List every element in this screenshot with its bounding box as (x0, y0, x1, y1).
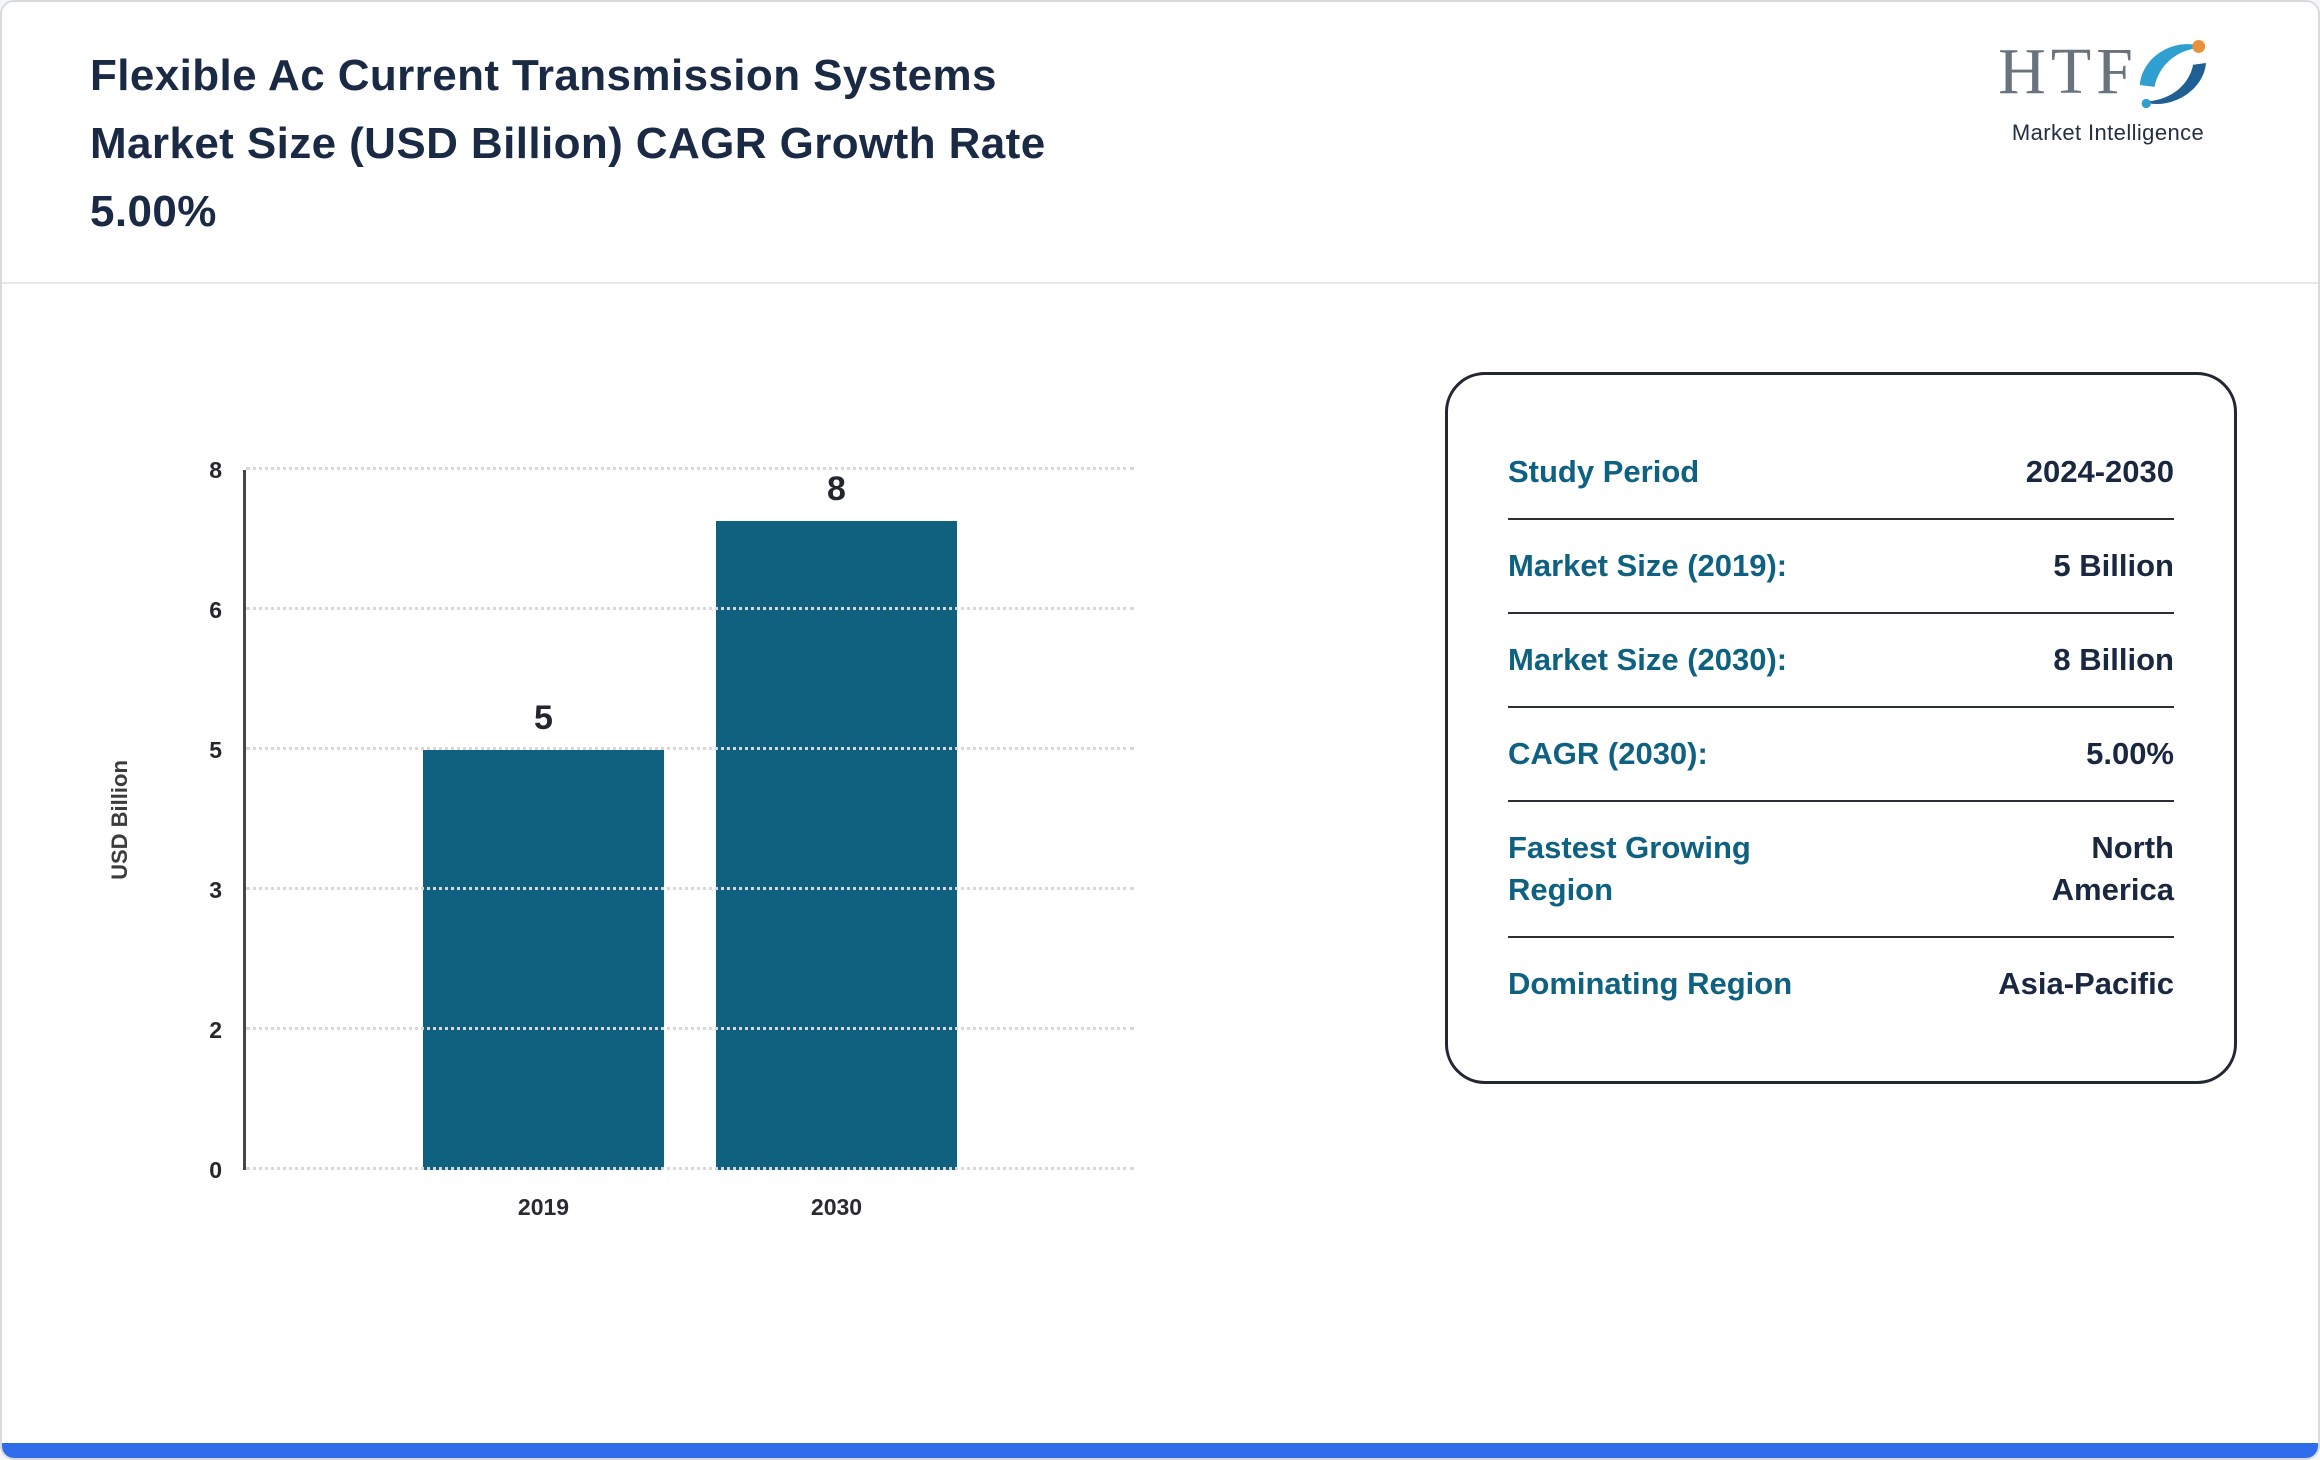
y-axis-line (243, 470, 246, 1170)
y-tick-label: 2 (209, 1017, 222, 1043)
bar-group: 5 (423, 470, 664, 1170)
summary-row: Study Period 2024-2030 (1508, 426, 2174, 520)
y-tick-label: 5 (209, 737, 222, 763)
summary-value: Asia-Pacific (1998, 966, 2174, 1001)
page-title-line-1: Flexible Ac Current Transmission Systems (90, 51, 997, 100)
summary-label: Fastest Growing Region (1508, 830, 1751, 907)
bar-value-label: 5 (534, 699, 553, 737)
y-tick-label: 0 (209, 1157, 222, 1183)
gridline (246, 1027, 1134, 1030)
bar-group: 8 (716, 470, 957, 1170)
summary-value: 2024-2030 (2025, 454, 2174, 489)
htf-swoosh-icon (2139, 39, 2206, 109)
logo-text: HTF (1998, 35, 2138, 108)
x-tick-label: 2030 (810, 1194, 863, 1220)
brand-logo: HTF Market Intelligence (1968, 36, 2248, 146)
logo-subtext: Market Intelligence (2011, 120, 2205, 145)
summary-label: Market Size (2019): (1508, 548, 1788, 583)
summary-label: CAGR (2030): (1508, 736, 1708, 771)
gridline (246, 887, 1134, 890)
footer-accent-bar (2, 1443, 2318, 1458)
bar-value-label: 8 (827, 470, 846, 508)
summary-value: 5.00% (2086, 736, 2174, 771)
summary-row: Market Size (2030): 8 Billion (1508, 614, 2174, 708)
x-labels-row: 2019 2030 (246, 1194, 1134, 1221)
y-tick-label: 3 (209, 877, 222, 903)
bar (423, 750, 664, 1170)
summary-label: Dominating Region (1508, 966, 1793, 1001)
gridline (246, 467, 1134, 470)
summary-value: 8 Billion (2053, 642, 2174, 677)
summary-label: Study Period (1508, 454, 1700, 489)
gridline (246, 1167, 1134, 1170)
y-axis-label: USD Billion (107, 760, 132, 880)
summary-row: Dominating Region Asia-Pacific (1508, 938, 2174, 1030)
summary-value: North America (2051, 830, 2174, 907)
summary-row: CAGR (2030): 5.00% (1508, 708, 2174, 802)
x-tick-label: 2019 (517, 1194, 570, 1220)
page-title-line-2: Market Size (USD Billion) CAGR Growth Ra… (90, 119, 1046, 168)
y-tick-label: 6 (209, 597, 222, 623)
summary-row: Fastest Growing Region North America (1508, 802, 2174, 938)
header: Flexible Ac Current Transmission Systems… (2, 2, 2318, 284)
summary-label: Market Size (2030): (1508, 642, 1788, 677)
gridline (246, 607, 1134, 610)
logo-row: HTF (1968, 36, 2248, 120)
gridline (246, 747, 1134, 750)
summary-value: 5 Billion (2053, 548, 2174, 583)
summary-card: Study Period 2024-2030 Market Size (2019):… (1445, 372, 2237, 1084)
y-tick-label: 8 (209, 457, 222, 483)
summary-row: Market Size (2019): 5 Billion (1508, 520, 2174, 614)
page-title: Flexible Ac Current Transmission Systems… (90, 42, 1046, 246)
bar (716, 521, 957, 1170)
page-title-line-3: 5.00% (90, 187, 217, 236)
